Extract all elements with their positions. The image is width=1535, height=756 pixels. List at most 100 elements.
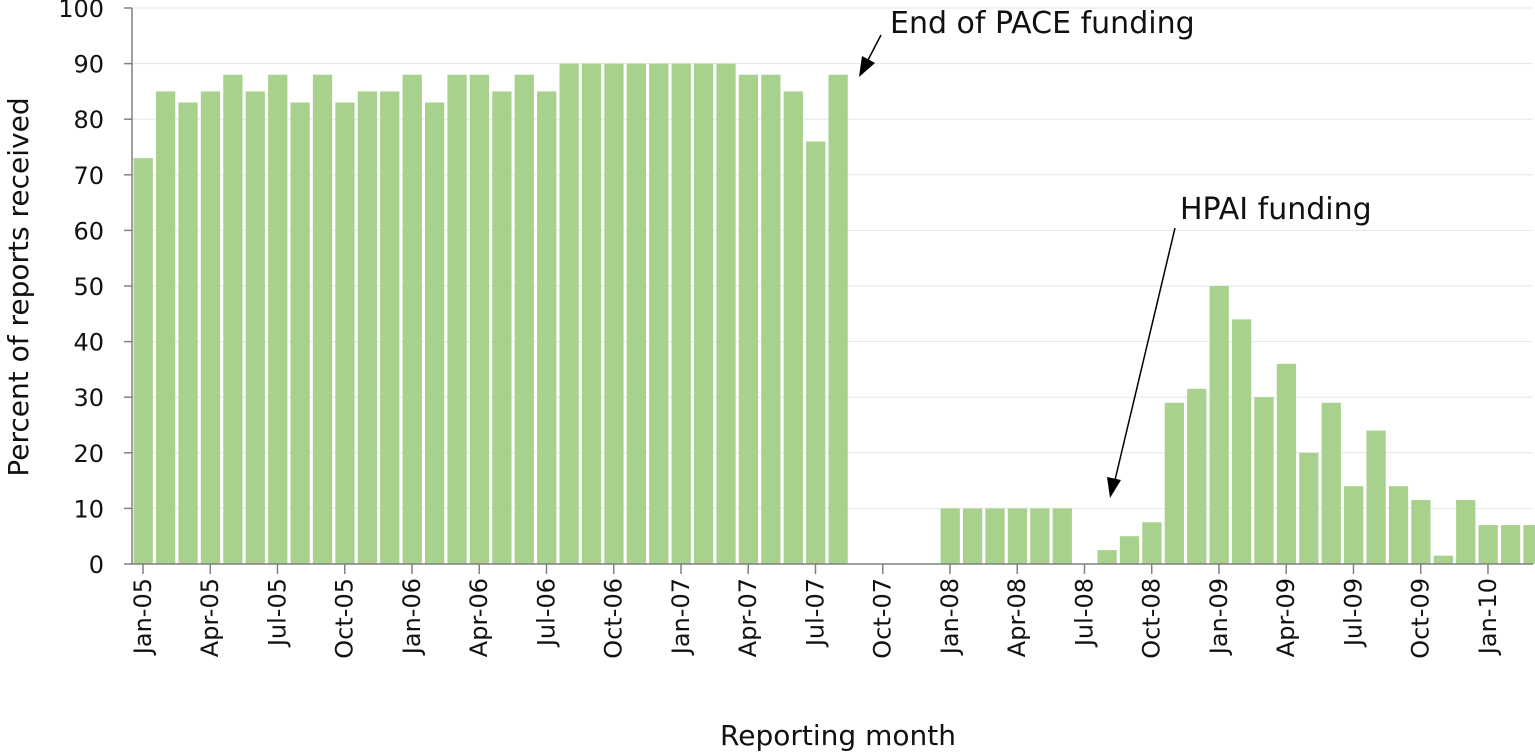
bar	[940, 508, 960, 564]
bar	[1231, 319, 1252, 564]
bars	[133, 63, 1535, 565]
y-tick-label: 50	[73, 273, 104, 301]
bar	[1299, 452, 1319, 564]
x-tick-label: Jan-08	[936, 578, 964, 656]
y-tick-label: 90	[73, 51, 104, 79]
x-axis-title: Reporting month	[720, 719, 956, 752]
x-tick-label: Jan-05	[129, 578, 157, 656]
x-tick-label: Apr-05	[196, 578, 224, 657]
bar	[626, 63, 646, 564]
bar	[806, 141, 826, 564]
bar	[559, 63, 579, 564]
bar	[604, 63, 624, 564]
bar	[761, 74, 781, 564]
x-tick-label: Jul-07	[802, 578, 830, 648]
annotation-arrowhead-pace	[859, 56, 875, 77]
bar	[200, 91, 221, 565]
y-tick-label: 60	[73, 217, 104, 245]
bar	[1142, 522, 1162, 564]
bar	[312, 74, 333, 564]
bar	[514, 74, 534, 564]
bar	[1478, 525, 1498, 564]
bar	[828, 74, 848, 564]
bar	[649, 63, 669, 564]
bar	[1411, 500, 1431, 564]
bar	[1007, 508, 1028, 564]
annotation-arrow-hpai	[1114, 227, 1176, 481]
x-tick-label: Apr-09	[1272, 578, 1300, 657]
x-tick-label: Apr-06	[465, 578, 493, 657]
annotations: End of PACE funding HPAI funding	[859, 6, 1372, 498]
bar	[671, 63, 691, 564]
annotation-hpai-funding: HPAI funding	[1180, 192, 1372, 227]
bar	[1523, 525, 1535, 564]
bar	[402, 74, 422, 564]
axes	[124, 7, 1533, 574]
bar	[268, 74, 288, 564]
bar	[223, 74, 243, 564]
x-tick-label: Oct-09	[1407, 578, 1435, 659]
bar	[1119, 536, 1140, 564]
bar	[1187, 388, 1207, 564]
bar	[537, 91, 557, 565]
bar	[1433, 555, 1453, 564]
bar	[380, 91, 400, 565]
bar	[1388, 486, 1409, 564]
bar	[1164, 402, 1184, 564]
bar	[245, 91, 265, 565]
x-tick-label: Jan-06	[398, 578, 426, 656]
bar	[716, 63, 736, 564]
bar	[335, 102, 355, 565]
bar	[1097, 550, 1117, 564]
annotation-end-of-pace-funding: End of PACE funding	[890, 6, 1195, 41]
bar	[357, 91, 378, 565]
x-tick-label: Oct-08	[1138, 578, 1166, 659]
y-tick-label: 80	[73, 106, 104, 134]
x-tick-label: Jul-08	[1071, 578, 1099, 648]
bar	[783, 91, 803, 565]
bar	[469, 74, 490, 564]
bar	[447, 74, 467, 564]
annotation-arrowhead-hpai	[1107, 477, 1121, 498]
x-tick-labels: Jan-05 Apr-05 Jul-05 Oct-05 Jan-06 Apr-06 Jul-…	[129, 578, 1502, 659]
x-tick-label: Jul-06	[533, 578, 561, 648]
bar	[1456, 500, 1476, 564]
bar	[133, 158, 153, 564]
x-tick-label: Jan-09	[1205, 578, 1233, 656]
bar	[492, 91, 512, 565]
bar	[1500, 525, 1521, 564]
x-tick-label: Jan-10	[1474, 578, 1502, 656]
y-tick-label: 0	[89, 551, 104, 579]
x-tick-label: Oct-06	[600, 578, 628, 659]
bar	[738, 74, 759, 564]
bar	[1254, 397, 1274, 564]
y-tick-label: 20	[73, 440, 104, 468]
bar	[1321, 402, 1341, 564]
y-tick-label: 40	[73, 329, 104, 357]
bar	[155, 91, 176, 565]
x-tick-label: Jul-05	[264, 578, 292, 648]
x-tick-label: Jul-09	[1340, 578, 1368, 648]
y-tick-labels: 0 10 20 30 40 50 60 70 80 90 100	[58, 0, 104, 579]
x-tick-label: Oct-07	[869, 578, 897, 659]
y-tick-label: 30	[73, 384, 104, 412]
annotation-arrow-pace	[867, 34, 882, 61]
y-tick-label: 70	[73, 162, 104, 190]
bar	[693, 63, 714, 564]
bar	[1209, 286, 1229, 564]
bar	[424, 102, 445, 565]
bar	[581, 63, 602, 564]
bar	[1030, 508, 1050, 564]
y-tick-label: 10	[73, 495, 104, 523]
bar	[1276, 363, 1297, 564]
bar	[985, 508, 1005, 564]
y-tick-label: 100	[58, 0, 104, 23]
x-tick-label: Jan-07	[667, 578, 695, 656]
bar	[1344, 486, 1364, 564]
x-tick-label: Apr-07	[734, 578, 762, 657]
bar	[1052, 508, 1072, 564]
bar	[290, 102, 310, 565]
x-tick-label: Apr-08	[1003, 578, 1031, 657]
bar	[178, 102, 198, 565]
